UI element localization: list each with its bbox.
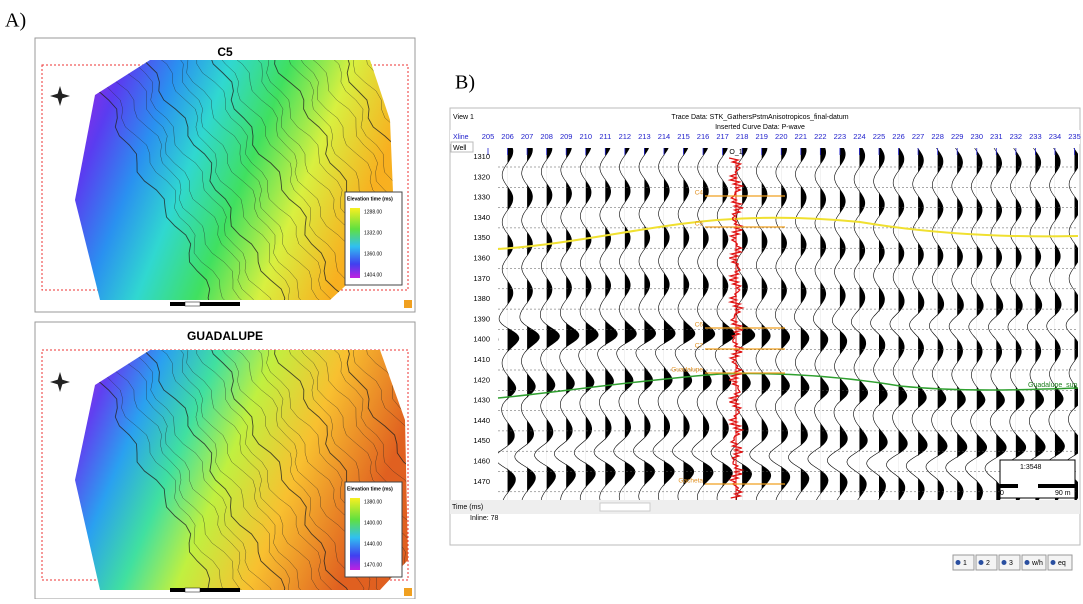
- scale-ratio: 1:3548: [1020, 464, 1042, 471]
- time-tick-label: 1320: [473, 172, 490, 181]
- time-tick-label: 1370: [473, 274, 490, 283]
- xline-tick-label: 209: [560, 132, 573, 141]
- xline-tick-label: 233: [1029, 132, 1042, 141]
- map-title: C5: [217, 45, 233, 59]
- legend-label: 1440.00: [364, 541, 382, 547]
- scale-bar: [1018, 484, 1038, 488]
- scale-start: 0: [1000, 490, 1004, 497]
- time-tick-label: 1410: [473, 355, 490, 364]
- xline-label: Xline: [453, 134, 469, 141]
- time-tick-label: 1380: [473, 294, 490, 303]
- xline-tick-label: 219: [755, 132, 768, 141]
- legend-label: 1400.00: [364, 520, 382, 526]
- time-tick-label: 1460: [473, 456, 490, 465]
- top-label: Gacheta: [678, 478, 703, 485]
- trace-data: Trace Data: STK_GathersPstmAnisotropicos…: [671, 114, 848, 121]
- legend-title: Elevation time (ms): [347, 486, 393, 492]
- scale-end: 90 m: [1055, 490, 1071, 497]
- button-icon: [1002, 560, 1007, 565]
- xline-tick-label: 222: [814, 132, 827, 141]
- time-tick-label: 1430: [473, 396, 490, 405]
- xline-tick-label: 212: [619, 132, 632, 141]
- time-tick-label: 1360: [473, 253, 490, 262]
- legend-label: 1332.00: [364, 230, 382, 236]
- xline-tick-label: 229: [951, 132, 964, 141]
- time-tick-label: 1350: [473, 233, 490, 242]
- map-title: GUADALUPE: [187, 329, 263, 343]
- top-label: C6: [695, 322, 704, 329]
- time-tick-label: 1330: [473, 193, 490, 202]
- curve-data: Inserted Curve Data: P-wave: [715, 124, 805, 131]
- button-label: w/h: [1031, 560, 1043, 567]
- button-icon: [956, 560, 961, 565]
- xline-tick-label: 235: [1068, 132, 1081, 141]
- xline-tick-label: 220: [775, 132, 788, 141]
- xline-tick-label: 211: [599, 132, 611, 141]
- time-tick-label: 1440: [473, 416, 490, 425]
- xline-tick-label: 210: [579, 132, 592, 141]
- legend-label: 1470.00: [364, 562, 382, 568]
- xline-tick-label: 218: [736, 132, 749, 141]
- button-icon: [1051, 560, 1056, 565]
- time-tick-label: 1470: [473, 477, 490, 486]
- xline-tick-label: 214: [658, 132, 671, 141]
- view-label: View 1: [453, 114, 474, 121]
- xline-tick-label: 226: [892, 132, 905, 141]
- button-label: 1: [963, 560, 967, 567]
- legend-label: 1404.00: [364, 272, 382, 278]
- xline-tick-label: 216: [697, 132, 710, 141]
- legend-title: Elevation time (ms): [347, 196, 393, 202]
- xline-tick-label: 232: [1010, 132, 1023, 141]
- button-label: eq: [1058, 560, 1066, 567]
- horizon-label: Guadalupe_sup: [1028, 382, 1078, 389]
- time-tick-label: 1340: [473, 213, 490, 222]
- xline-tick-label: 205: [482, 132, 495, 141]
- legend-label: 1380.00: [364, 499, 382, 505]
- panel-label: A): [5, 10, 26, 32]
- scrollbar[interactable]: [600, 503, 650, 511]
- xline-tick-label: 215: [677, 132, 690, 141]
- top-label: C7: [695, 343, 704, 350]
- xline-tick-label: 224: [853, 132, 866, 141]
- time-tick-label: 1420: [473, 375, 490, 384]
- xline-tick-label: 230: [970, 132, 983, 141]
- xline-tick-label: 228: [931, 132, 944, 141]
- inline-label: Inline: 78: [470, 515, 499, 522]
- xline-tick-label: 221: [795, 132, 808, 141]
- time-footer: [450, 500, 1080, 514]
- top-label: C5: [695, 221, 704, 228]
- xline-tick-label: 234: [1049, 132, 1062, 141]
- button-icon: [979, 560, 984, 565]
- xline-tick-label: 217: [716, 132, 729, 141]
- time-tick-label: 1450: [473, 436, 490, 445]
- xline-tick-label: 223: [834, 132, 847, 141]
- time-tick-label: 1390: [473, 314, 490, 323]
- xline-tick-label: 225: [873, 132, 886, 141]
- panel-label: B): [455, 72, 475, 94]
- xline-tick-label: 213: [638, 132, 651, 141]
- time-tick-label: 1400: [473, 335, 490, 344]
- xline-tick-label: 207: [521, 132, 534, 141]
- time-axis-label: Time (ms): [452, 504, 483, 511]
- xline-tick-label: 208: [540, 132, 553, 141]
- xline-tick-label: 231: [990, 132, 1003, 141]
- legend-label: 1288.00: [364, 209, 382, 215]
- xline-tick-label: 227: [912, 132, 925, 141]
- button-label: 3: [1009, 560, 1013, 567]
- xline-tick-label: 206: [501, 132, 514, 141]
- button-icon: [1025, 560, 1030, 565]
- color-bar: [350, 208, 360, 278]
- color-bar: [350, 498, 360, 570]
- well-name: O_1: [729, 149, 742, 156]
- top-label: Guadalupe: [671, 367, 703, 374]
- top-label: C4: [695, 190, 704, 197]
- well-label: Well: [453, 145, 467, 152]
- time-tick-label: 1310: [473, 152, 490, 161]
- legend-label: 1360.00: [364, 251, 382, 257]
- button-label: 2: [986, 560, 990, 567]
